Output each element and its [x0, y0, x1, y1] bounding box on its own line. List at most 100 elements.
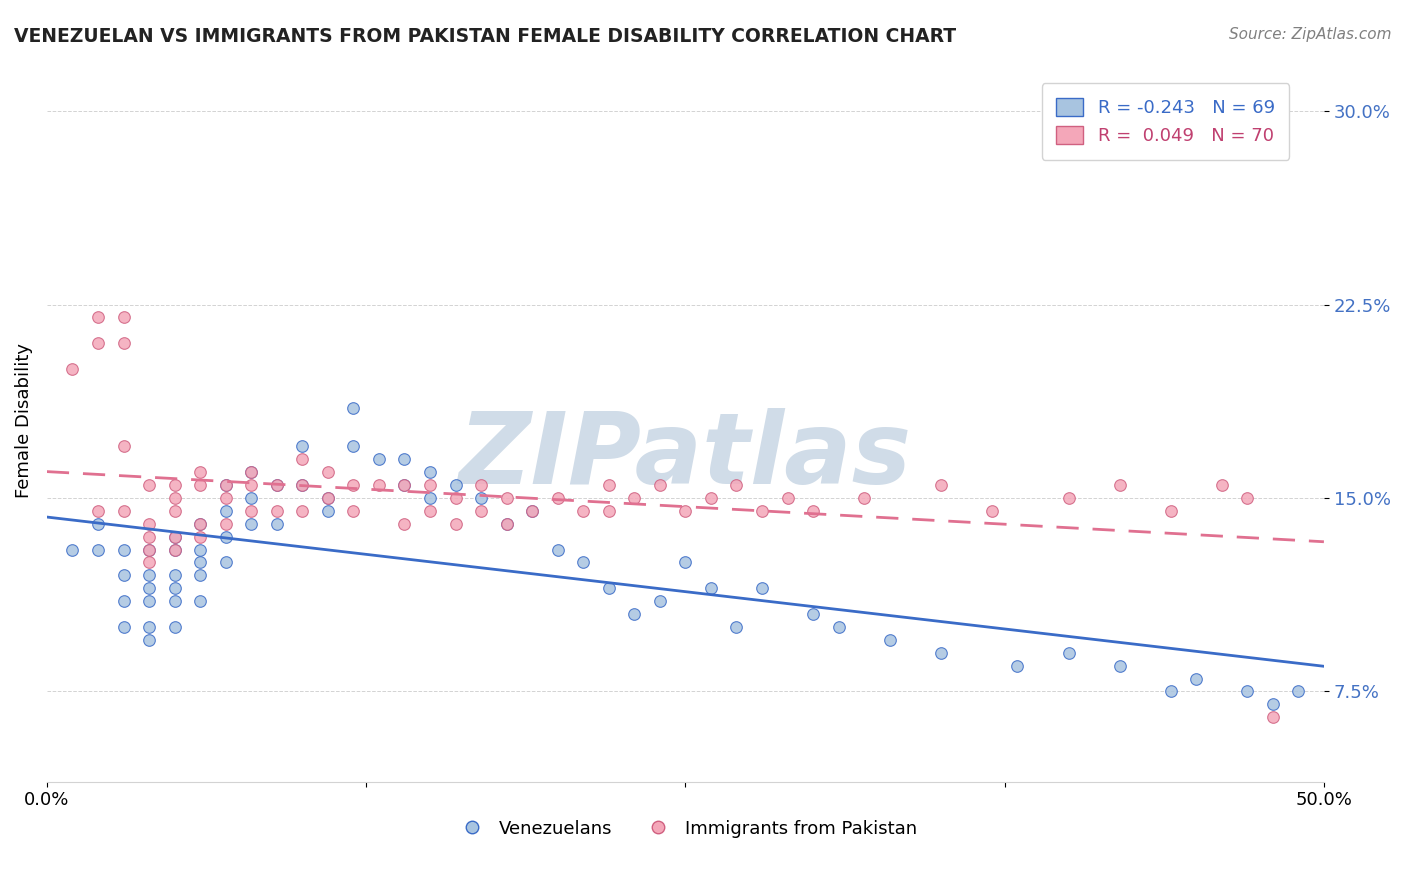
Point — [291, 478, 314, 492]
Point — [929, 646, 952, 660]
Point — [444, 516, 467, 531]
Point — [470, 478, 492, 492]
Point — [801, 607, 824, 621]
Point — [394, 478, 416, 492]
Point — [112, 336, 135, 351]
Point — [188, 465, 211, 479]
Point — [215, 530, 238, 544]
Point — [623, 491, 645, 505]
Point — [1236, 491, 1258, 505]
Point — [240, 465, 263, 479]
Point — [112, 504, 135, 518]
Point — [188, 594, 211, 608]
Point — [495, 491, 517, 505]
Point — [163, 620, 186, 634]
Point — [215, 491, 238, 505]
Point — [1261, 698, 1284, 712]
Point — [598, 504, 620, 518]
Point — [801, 504, 824, 518]
Point — [444, 491, 467, 505]
Point — [316, 465, 339, 479]
Point — [163, 594, 186, 608]
Point — [188, 478, 211, 492]
Point — [598, 581, 620, 595]
Point — [112, 310, 135, 325]
Point — [1160, 504, 1182, 518]
Point — [1108, 478, 1130, 492]
Point — [751, 504, 773, 518]
Point — [215, 516, 238, 531]
Point — [1160, 684, 1182, 698]
Point — [1057, 646, 1080, 660]
Point — [215, 556, 238, 570]
Point — [62, 362, 84, 376]
Point — [419, 504, 441, 518]
Point — [163, 542, 186, 557]
Point — [163, 581, 186, 595]
Point — [1007, 658, 1029, 673]
Point — [444, 478, 467, 492]
Point — [112, 542, 135, 557]
Point — [138, 620, 160, 634]
Point — [853, 491, 876, 505]
Point — [929, 478, 952, 492]
Point — [112, 620, 135, 634]
Point — [138, 568, 160, 582]
Point — [367, 478, 389, 492]
Point — [394, 478, 416, 492]
Point — [138, 542, 160, 557]
Point — [1057, 491, 1080, 505]
Point — [1286, 684, 1309, 698]
Point — [980, 504, 1002, 518]
Point — [1108, 658, 1130, 673]
Point — [266, 516, 288, 531]
Point — [419, 465, 441, 479]
Point — [215, 478, 238, 492]
Point — [572, 556, 595, 570]
Point — [1185, 672, 1208, 686]
Point — [266, 478, 288, 492]
Point — [394, 452, 416, 467]
Point — [725, 620, 748, 634]
Point — [163, 491, 186, 505]
Point — [138, 632, 160, 647]
Point — [495, 516, 517, 531]
Point — [138, 478, 160, 492]
Point — [673, 556, 696, 570]
Point — [1261, 710, 1284, 724]
Point — [112, 439, 135, 453]
Point — [188, 542, 211, 557]
Point — [367, 452, 389, 467]
Point — [470, 491, 492, 505]
Point — [470, 504, 492, 518]
Text: Source: ZipAtlas.com: Source: ZipAtlas.com — [1229, 27, 1392, 42]
Point — [87, 504, 110, 518]
Text: ZIPatlas: ZIPatlas — [458, 409, 912, 505]
Point — [266, 504, 288, 518]
Point — [316, 504, 339, 518]
Point — [291, 452, 314, 467]
Point — [700, 581, 723, 595]
Point — [673, 504, 696, 518]
Point — [112, 568, 135, 582]
Point — [316, 491, 339, 505]
Y-axis label: Female Disability: Female Disability — [15, 343, 32, 498]
Point — [240, 504, 263, 518]
Point — [138, 594, 160, 608]
Point — [725, 478, 748, 492]
Point — [62, 542, 84, 557]
Point — [291, 478, 314, 492]
Point — [163, 542, 186, 557]
Point — [188, 516, 211, 531]
Point — [87, 542, 110, 557]
Point — [520, 504, 543, 518]
Legend: Venezuelans, Immigrants from Pakistan: Venezuelans, Immigrants from Pakistan — [447, 813, 924, 845]
Point — [648, 594, 671, 608]
Point — [316, 491, 339, 505]
Point — [163, 478, 186, 492]
Point — [751, 581, 773, 595]
Point — [1211, 478, 1233, 492]
Point — [215, 478, 238, 492]
Point — [188, 556, 211, 570]
Point — [138, 556, 160, 570]
